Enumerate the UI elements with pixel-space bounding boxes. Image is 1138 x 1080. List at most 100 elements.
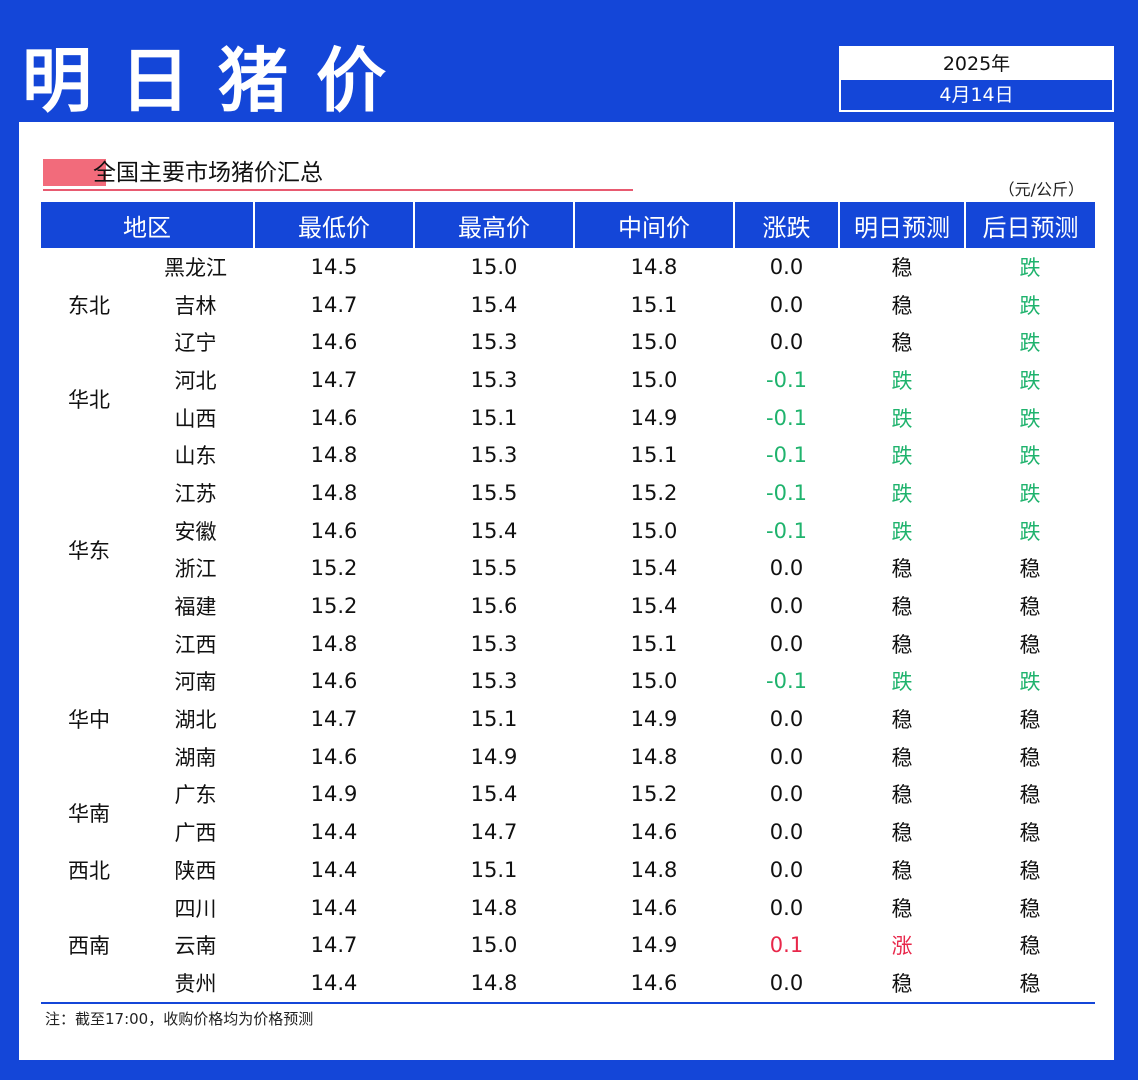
high-price-cell: 15.6 [470,594,518,619]
table-row: 安徽 14.6 15.4 15.0 -0.1 跌 跌 [41,512,1095,550]
province-cell: 广东 [174,783,217,808]
col-header-day-after: 后日预测 [965,202,1095,248]
low-price-cell: 14.5 [310,254,358,279]
unit-label: （元/公斤） [998,180,1084,199]
content-panel: 全国主要市场猪价汇总 （元/公斤） 地区 最低价 最高价 中间价 涨跌 明日预测… [19,122,1114,1060]
high-price-cell: 15.3 [470,669,518,694]
mid-price-cell: 14.9 [630,707,678,732]
change-cell: 0.0 [769,707,804,732]
change-cell: 0.1 [769,933,804,958]
change-cell: 0.0 [769,594,804,619]
province-cell: 黑龙江 [164,255,227,280]
province-cell: 山西 [174,406,217,431]
tomorrow-forecast-cell: 稳 [891,595,913,620]
mid-price-cell: 14.8 [630,254,678,279]
change-cell: 0.0 [769,970,804,995]
province-cell: 四川 [174,896,217,921]
mid-price-cell: 15.2 [630,480,678,505]
change-cell: 0.0 [769,857,804,882]
day-after-forecast-cell: 稳 [1019,858,1041,883]
tomorrow-forecast-cell: 稳 [891,896,913,921]
change-cell: 0.0 [769,254,804,279]
region-cell: 西南 [68,934,110,959]
table-row: 广西 14.4 14.7 14.6 0.0 稳 稳 [41,813,1095,851]
col-header-low: 最低价 [254,202,415,248]
change-cell: -0.1 [766,443,807,468]
col-header-mid: 中间价 [574,202,735,248]
day-after-forecast-cell: 稳 [1019,971,1041,996]
low-price-cell: 14.6 [310,330,358,355]
table-row: 湖南 14.6 14.9 14.8 0.0 稳 稳 [41,738,1095,776]
region-cell: 西北 [68,858,110,883]
section-marker [43,159,106,186]
tomorrow-forecast-cell: 跌 [891,670,913,695]
province-cell: 河北 [174,368,217,393]
province-cell: 浙江 [174,557,217,582]
day-after-forecast-cell: 稳 [1019,632,1041,657]
day-after-forecast-cell: 跌 [1019,255,1041,280]
tomorrow-forecast-cell: 跌 [891,368,913,393]
high-price-cell: 15.1 [470,857,518,882]
change-cell: 0.0 [769,895,804,920]
day-after-forecast-cell: 稳 [1019,934,1041,959]
tomorrow-forecast-cell: 跌 [891,481,913,506]
change-cell: 0.0 [769,820,804,845]
change-cell: 0.0 [769,631,804,656]
low-price-cell: 14.6 [310,669,358,694]
high-price-cell: 15.3 [470,631,518,656]
table-body: 东北 黑龙江 14.5 15.0 14.8 0.0 稳跌吉林 14.7 15.4 15.1 0.0 稳… [41,248,1095,1002]
mid-price-cell: 14.6 [630,820,678,845]
province-cell: 湖北 [174,708,217,733]
region-cell: 东北 [68,293,110,318]
low-price-cell: 14.6 [310,744,358,769]
province-cell: 福建 [174,595,217,620]
date-year: 2025年 [841,48,1112,80]
low-price-cell: 14.7 [310,933,358,958]
high-price-cell: 15.0 [470,254,518,279]
high-price-cell: 15.4 [470,518,518,543]
day-after-forecast-cell: 跌 [1019,519,1041,544]
high-price-cell: 14.8 [470,895,518,920]
low-price-cell: 14.9 [310,782,358,807]
table-header-row: 地区 最低价 最高价 中间价 涨跌 明日预测 后日预测 [41,202,1095,248]
day-after-forecast-cell: 跌 [1019,368,1041,393]
change-cell: 0.0 [769,782,804,807]
province-cell: 江西 [174,632,217,657]
table-row: 湖北 14.7 15.1 14.9 0.0 稳 稳 [41,700,1095,738]
region-cell: 华北 [68,387,110,412]
high-price-cell: 15.3 [470,443,518,468]
tomorrow-forecast-cell: 稳 [891,632,913,657]
mid-price-cell: 14.6 [630,970,678,995]
table-row: 西南 四川 14.4 14.8 14.6 0.0 稳稳 [41,889,1095,959]
section-underline [43,189,633,191]
low-price-cell: 14.4 [310,857,358,882]
low-price-cell: 14.4 [310,895,358,920]
mid-price-cell: 15.1 [630,631,678,656]
day-after-forecast-cell: 稳 [1019,595,1041,620]
province-cell: 河南 [174,670,217,695]
mid-price-cell: 14.9 [630,405,678,430]
province-cell: 陕西 [174,858,217,883]
day-after-forecast-cell: 稳 [1019,708,1041,733]
low-price-cell: 14.6 [310,405,358,430]
change-cell: -0.1 [766,518,807,543]
table-row: 吉林 14.7 15.4 15.1 0.0 稳 跌 [41,286,1095,324]
region-cell: 华中 [68,708,110,733]
low-price-cell: 14.4 [310,970,358,995]
tomorrow-forecast-cell: 跌 [891,519,913,544]
province-cell: 云南 [174,934,217,959]
table-row: 江西 14.8 15.3 15.1 0.0 稳 稳 [41,625,1095,663]
day-after-forecast-cell: 跌 [1019,444,1041,469]
day-after-forecast-cell: 跌 [1019,481,1041,506]
table-row: 华北 河北 14.7 15.3 15.0 -0.1 跌 跌 [41,361,1095,412]
change-cell: 0.0 [769,556,804,581]
province-cell: 安徽 [174,519,217,544]
low-price-cell: 14.7 [310,707,358,732]
change-cell: 0.0 [769,292,804,317]
mid-price-cell: 15.1 [630,292,678,317]
col-header-change: 涨跌 [734,202,840,248]
high-price-cell: 15.4 [470,782,518,807]
day-after-forecast-cell: 稳 [1019,745,1041,770]
change-cell: -0.1 [766,405,807,430]
low-price-cell: 14.6 [310,518,358,543]
